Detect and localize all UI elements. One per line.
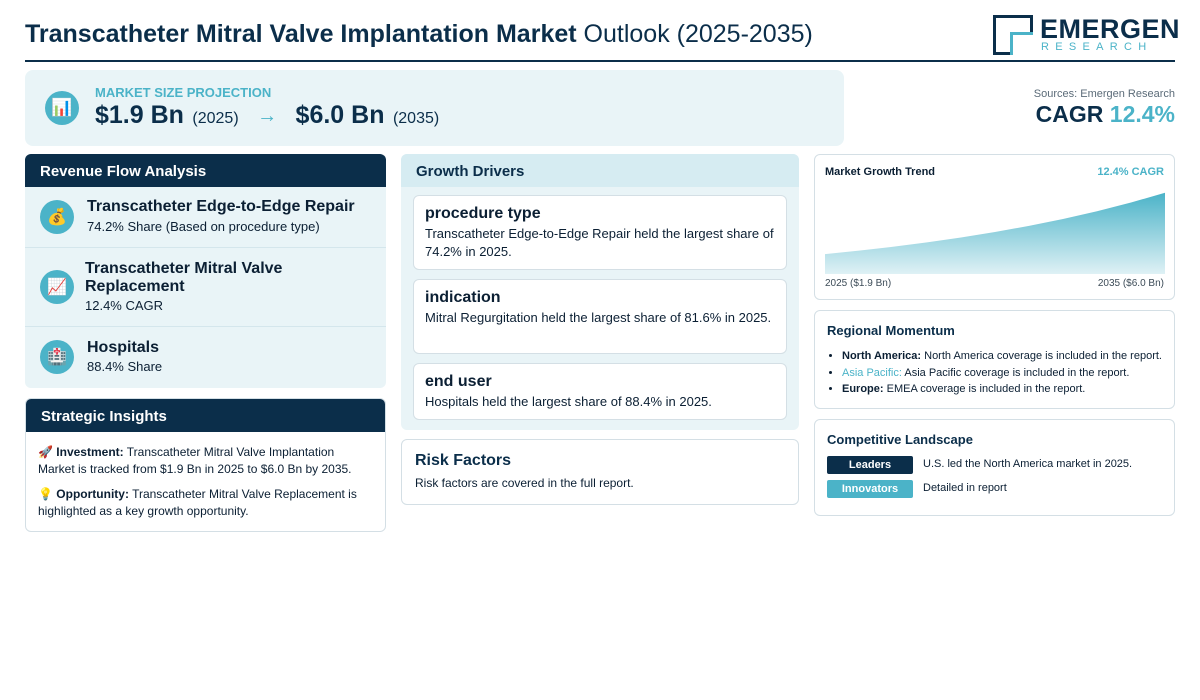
list-item: 🏥 Hospitals 88.4% Share bbox=[25, 327, 386, 388]
regional-momentum-panel: Regional Momentum North America: North A… bbox=[814, 310, 1175, 409]
cagr-label: CAGR bbox=[1035, 101, 1104, 127]
list-item: Asia Pacific: Asia Pacific coverage is i… bbox=[842, 365, 1162, 382]
driver-text: Mitral Regurgitation held the largest sh… bbox=[425, 310, 772, 325]
logo-mark-icon bbox=[993, 15, 1033, 55]
revenue-item-title: Transcatheter Edge-to-Edge Repair bbox=[87, 198, 355, 215]
innovators-tag: Innovators bbox=[827, 480, 913, 498]
revenue-flow-panel: Revenue Flow Analysis 💰 Transcatheter Ed… bbox=[25, 154, 386, 388]
region-name: North America: bbox=[842, 350, 922, 362]
investment-label: Investment: bbox=[56, 445, 124, 459]
region-name: Europe: bbox=[842, 383, 884, 395]
logo-sub-text: RESEARCH bbox=[1041, 41, 1153, 53]
leaders-text: U.S. led the North America market in 202… bbox=[923, 458, 1133, 470]
end-year: (2035) bbox=[392, 110, 440, 127]
emergen-logo[interactable]: EMERGEN RESEARCH bbox=[993, 14, 1180, 56]
start-year: (2025) bbox=[192, 110, 239, 127]
opportunity-label: Opportunity: bbox=[56, 487, 129, 501]
chart-increasing-icon: 📈 bbox=[40, 270, 74, 304]
cagr-summary: Sources: Emergen Research CAGR 12.4% bbox=[1034, 88, 1175, 128]
revenue-flow-title: Revenue Flow Analysis bbox=[25, 154, 386, 187]
driver-text: Transcatheter Edge-to-Edge Repair held t… bbox=[425, 226, 774, 259]
money-bag-icon: 💰 bbox=[40, 200, 74, 234]
opportunity-text: Transcatheter Mitral Valve Replacement i… bbox=[38, 487, 357, 518]
chart-end-label: 2035 ($6.0 Bn) bbox=[1097, 278, 1164, 289]
region-text: North America coverage is included in th… bbox=[924, 350, 1162, 362]
rocket-icon: 🚀 bbox=[38, 445, 53, 459]
investment-insight: 🚀 Investment: Transcatheter Mitral Valve… bbox=[26, 444, 385, 478]
growth-area-chart bbox=[825, 192, 1165, 274]
risk-title: Risk Factors bbox=[415, 452, 512, 469]
list-item: North America: North America coverage is… bbox=[842, 348, 1162, 365]
leaders-tag: Leaders bbox=[827, 456, 913, 474]
driver-text: Hospitals held the largest share of 88.4… bbox=[425, 394, 712, 409]
investment-text: Transcatheter Mitral Valve Implantation … bbox=[38, 445, 352, 476]
driver-title: indication bbox=[425, 289, 501, 306]
regional-title: Regional Momentum bbox=[827, 323, 955, 338]
revenue-item-sub: 88.4% Share bbox=[87, 359, 163, 374]
chart-start-label: 2025 ($1.9 Bn) bbox=[825, 278, 892, 289]
start-value: $1.9 Bn bbox=[95, 101, 184, 129]
list-item: Innovators Detailed in report bbox=[827, 480, 1167, 498]
list-item: 💰 Transcatheter Edge-to-Edge Repair 74.2… bbox=[25, 187, 386, 248]
title-rest: Outlook (2025-2035) bbox=[583, 20, 813, 48]
driver-card: indication Mitral Regurgitation held the… bbox=[413, 279, 787, 354]
arrow-right-icon: → bbox=[257, 105, 278, 127]
driver-title: procedure type bbox=[425, 205, 541, 222]
driver-title: end user bbox=[425, 373, 492, 390]
risk-text: Risk factors are covered in the full rep… bbox=[415, 476, 634, 490]
projection-values: $1.9 Bn (2025) → $6.0 Bn (2035) bbox=[95, 101, 439, 130]
driver-card: procedure type Transcatheter Edge-to-Edg… bbox=[413, 195, 787, 270]
risk-factors-panel: Risk Factors Risk factors are covered in… bbox=[401, 439, 799, 505]
chart-cagr-badge: 12.4% CAGR bbox=[1097, 166, 1164, 178]
cagr-value: CAGR 12.4% bbox=[1034, 101, 1175, 128]
regional-list: North America: North America coverage is… bbox=[827, 348, 1162, 398]
page-header: Transcatheter Mitral Valve Implantation … bbox=[25, 12, 1180, 62]
list-item: Leaders U.S. led the North America marke… bbox=[827, 456, 1167, 474]
projection-label: MARKET SIZE PROJECTION bbox=[95, 85, 272, 100]
opportunity-insight: 💡 Opportunity: Transcatheter Mitral Valv… bbox=[26, 486, 385, 520]
revenue-item-sub: 74.2% Share (Based on procedure type) bbox=[87, 219, 320, 234]
revenue-item-title: Transcatheter Mitral Valve Replacement bbox=[85, 260, 283, 295]
region-name: Asia Pacific: bbox=[842, 366, 902, 379]
list-item: 📈 Transcatheter Mitral Valve Replacement… bbox=[25, 248, 386, 327]
driver-card: end user Hospitals held the largest shar… bbox=[413, 363, 787, 420]
growth-drivers-panel: Growth Drivers procedure type Transcathe… bbox=[401, 154, 799, 430]
revenue-item-title: Hospitals bbox=[87, 339, 160, 356]
region-text: Asia Pacific coverage is included in the… bbox=[904, 366, 1130, 379]
market-size-projection: 📊 MARKET SIZE PROJECTION $1.9 Bn (2025) … bbox=[25, 70, 844, 146]
revenue-item-sub: 12.4% CAGR bbox=[85, 298, 164, 313]
market-growth-trend-card: Market Growth Trend 12.4% CAGR 2025 ($1.… bbox=[814, 154, 1175, 300]
lightbulb-icon: 💡 bbox=[38, 487, 53, 501]
region-text: EMEA coverage is included in the report. bbox=[886, 383, 1086, 395]
competitive-title: Competitive Landscape bbox=[827, 432, 973, 447]
growth-drivers-title: Growth Drivers bbox=[401, 154, 799, 187]
list-item: Europe: EMEA coverage is included in the… bbox=[842, 381, 1162, 398]
cagr-number: 12.4% bbox=[1109, 101, 1175, 127]
page-title: Transcatheter Mitral Valve Implantation … bbox=[25, 20, 813, 49]
strategic-insights-panel: Strategic Insights 🚀 Investment: Transca… bbox=[25, 398, 386, 532]
hospital-icon: 🏥 bbox=[40, 340, 74, 374]
strategic-insights-title: Strategic Insights bbox=[26, 399, 385, 432]
growth-area-series bbox=[825, 192, 1165, 274]
innovators-text: Detailed in report bbox=[923, 482, 1007, 494]
chart-title: Market Growth Trend bbox=[825, 166, 936, 178]
competitive-landscape-panel: Competitive Landscape Leaders U.S. led t… bbox=[814, 419, 1175, 516]
source-note: Sources: Emergen Research bbox=[1033, 88, 1175, 100]
title-bold: Transcatheter Mitral Valve Implantation … bbox=[25, 20, 577, 48]
bar-chart-icon: 📊 bbox=[45, 91, 79, 125]
end-value: $6.0 Bn bbox=[295, 101, 385, 129]
logo-main-text: EMERGEN bbox=[1040, 14, 1181, 44]
